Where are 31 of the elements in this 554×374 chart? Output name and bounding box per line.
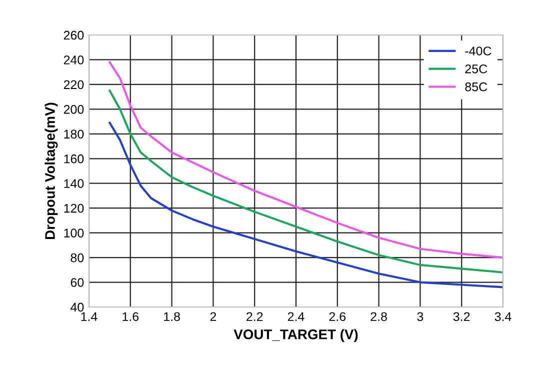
x-tick-label: 3 xyxy=(417,312,424,322)
legend-label: 85C xyxy=(465,82,488,92)
legend-label: 25C xyxy=(465,64,488,74)
y-tick-label: 220 xyxy=(64,80,84,90)
x-axis-title: VOUT_TARGET (V) xyxy=(234,329,358,342)
line-series xyxy=(108,90,503,274)
y-tick-label: 40 xyxy=(70,302,84,312)
x-tick-label: 2 xyxy=(210,312,216,321)
line-series xyxy=(108,61,503,259)
x-tick-label: 2.4 xyxy=(288,312,304,321)
y-tick-label: 120 xyxy=(64,204,84,213)
x-tick-label: 1.8 xyxy=(164,312,180,322)
y-tick-label: 100 xyxy=(64,228,84,238)
y-tick-label: 140 xyxy=(64,179,84,188)
y-tick-label: 160 xyxy=(64,154,84,164)
y-axis-title: Dropout Voltage(mV) xyxy=(44,102,58,239)
x-tick-label: 3.2 xyxy=(453,312,470,322)
y-tick-label: 260 xyxy=(64,30,84,40)
x-tick-label: 1.6 xyxy=(122,312,139,322)
x-tick-label: 2.2 xyxy=(246,312,263,321)
y-tick-label: 60 xyxy=(70,278,84,287)
x-tick-label: 3.4 xyxy=(494,312,512,322)
x-tick-label: 2.6 xyxy=(329,312,346,322)
legend-label: -40C xyxy=(465,46,492,56)
x-tick-label: 1.4 xyxy=(81,312,98,321)
y-tick-label: 80 xyxy=(70,253,84,262)
line-series xyxy=(108,122,503,288)
y-tick-label: 240 xyxy=(64,56,84,64)
y-tick-label: 180 xyxy=(64,130,84,139)
y-tick-label: 200 xyxy=(64,104,84,114)
x-tick-label: 2.8 xyxy=(370,312,387,322)
